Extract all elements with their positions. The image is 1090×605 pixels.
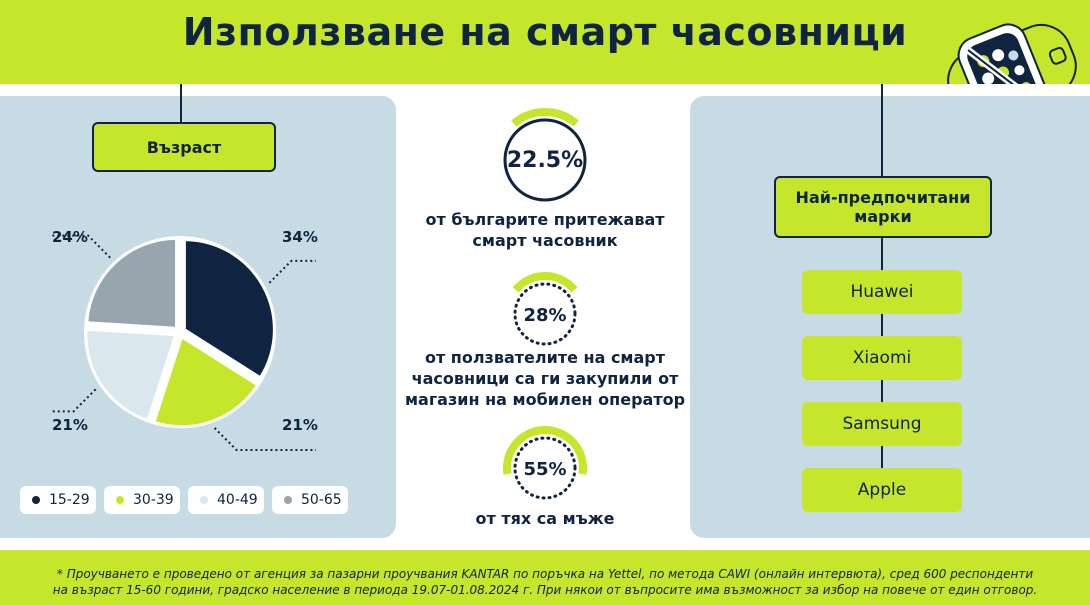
page-title: Използване на смарт часовници bbox=[182, 10, 908, 54]
stat-value: 28% bbox=[523, 305, 566, 326]
stat-line: от българите притежават bbox=[425, 210, 665, 229]
footnote-line: на възраст 15-60 години, градско населен… bbox=[52, 583, 1038, 597]
age-label: Възраст bbox=[92, 122, 276, 172]
brands-label-line: Най-предпочитани bbox=[795, 188, 971, 207]
age-pie-chart bbox=[52, 234, 316, 451]
pie-leader-line bbox=[213, 427, 316, 451]
legend-swatch bbox=[32, 496, 40, 504]
legend-item: 15-29 bbox=[20, 486, 96, 514]
pie-slice-50-65 bbox=[85, 236, 179, 330]
pie-label-40-49: 21% bbox=[52, 416, 88, 434]
age-connector bbox=[180, 84, 182, 124]
stat-line: смарт часовник bbox=[472, 231, 618, 250]
pie-slice-30-39 bbox=[151, 334, 260, 429]
pie-slice-40-49 bbox=[84, 327, 178, 423]
stat-ring-progress bbox=[503, 426, 587, 510]
legend-item: 30-39 bbox=[104, 486, 180, 514]
stat-3-text: от тях са мъже bbox=[395, 508, 695, 529]
brand-xiaomi: Xiaomi bbox=[802, 336, 962, 380]
footnote-line: * Проучването е проведено от агенция за … bbox=[56, 567, 1034, 581]
pie-slice-15-29 bbox=[182, 238, 276, 380]
legend-swatch bbox=[200, 496, 208, 504]
stat-1-text: от българите притежават смарт часовник bbox=[395, 209, 695, 251]
brands-panel bbox=[690, 96, 1090, 538]
pie-label-30-39: 21% bbox=[282, 416, 318, 434]
legend-label: 30-39 bbox=[133, 492, 174, 508]
stat-ring-track bbox=[513, 282, 577, 346]
footnote: * Проучването е проведено от агенция за … bbox=[0, 566, 1090, 598]
stat-line: часовници са ги закупили от bbox=[411, 369, 679, 388]
pie-leader-line bbox=[268, 259, 316, 284]
stat-value: 55% bbox=[523, 459, 566, 480]
title-bar: Използване на смарт часовници bbox=[0, 0, 1090, 84]
pie-label-15-29: 34% bbox=[282, 228, 318, 246]
brands-label: Най-предпочитани марки bbox=[774, 176, 992, 238]
legend-swatch bbox=[116, 496, 124, 504]
pie-leader-line bbox=[52, 234, 111, 259]
stat-value: 22.5% bbox=[507, 148, 583, 173]
brand-apple: Apple bbox=[802, 468, 962, 512]
stat-ring-progress bbox=[503, 272, 587, 356]
pie-leader-line bbox=[52, 388, 97, 413]
stat-2-text: от ползвателите на смарт часовници са ги… bbox=[395, 347, 695, 410]
brand-samsung: Samsung bbox=[802, 402, 962, 446]
legend-label: 50-65 bbox=[301, 492, 342, 508]
legend-label: 40-49 bbox=[217, 492, 258, 508]
stat-ring-track bbox=[513, 436, 577, 500]
brand-huawei: Huawei bbox=[802, 270, 962, 314]
legend-swatch bbox=[284, 496, 292, 504]
pie-label-50-65: 24% bbox=[52, 228, 88, 246]
stat-ring-track bbox=[503, 118, 587, 202]
legend-label: 15-29 bbox=[49, 492, 90, 508]
brands-label-line: марки bbox=[854, 207, 912, 226]
stat-line: от тях са мъже bbox=[475, 509, 615, 528]
legend-item: 50-65 bbox=[272, 486, 348, 514]
stat-line: магазин на мобилен оператор bbox=[404, 390, 686, 409]
stat-rings: 22.5% 28% 55% bbox=[493, 108, 597, 510]
legend-item: 40-49 bbox=[188, 486, 264, 514]
stat-line: от ползвателите на смарт bbox=[424, 348, 666, 367]
